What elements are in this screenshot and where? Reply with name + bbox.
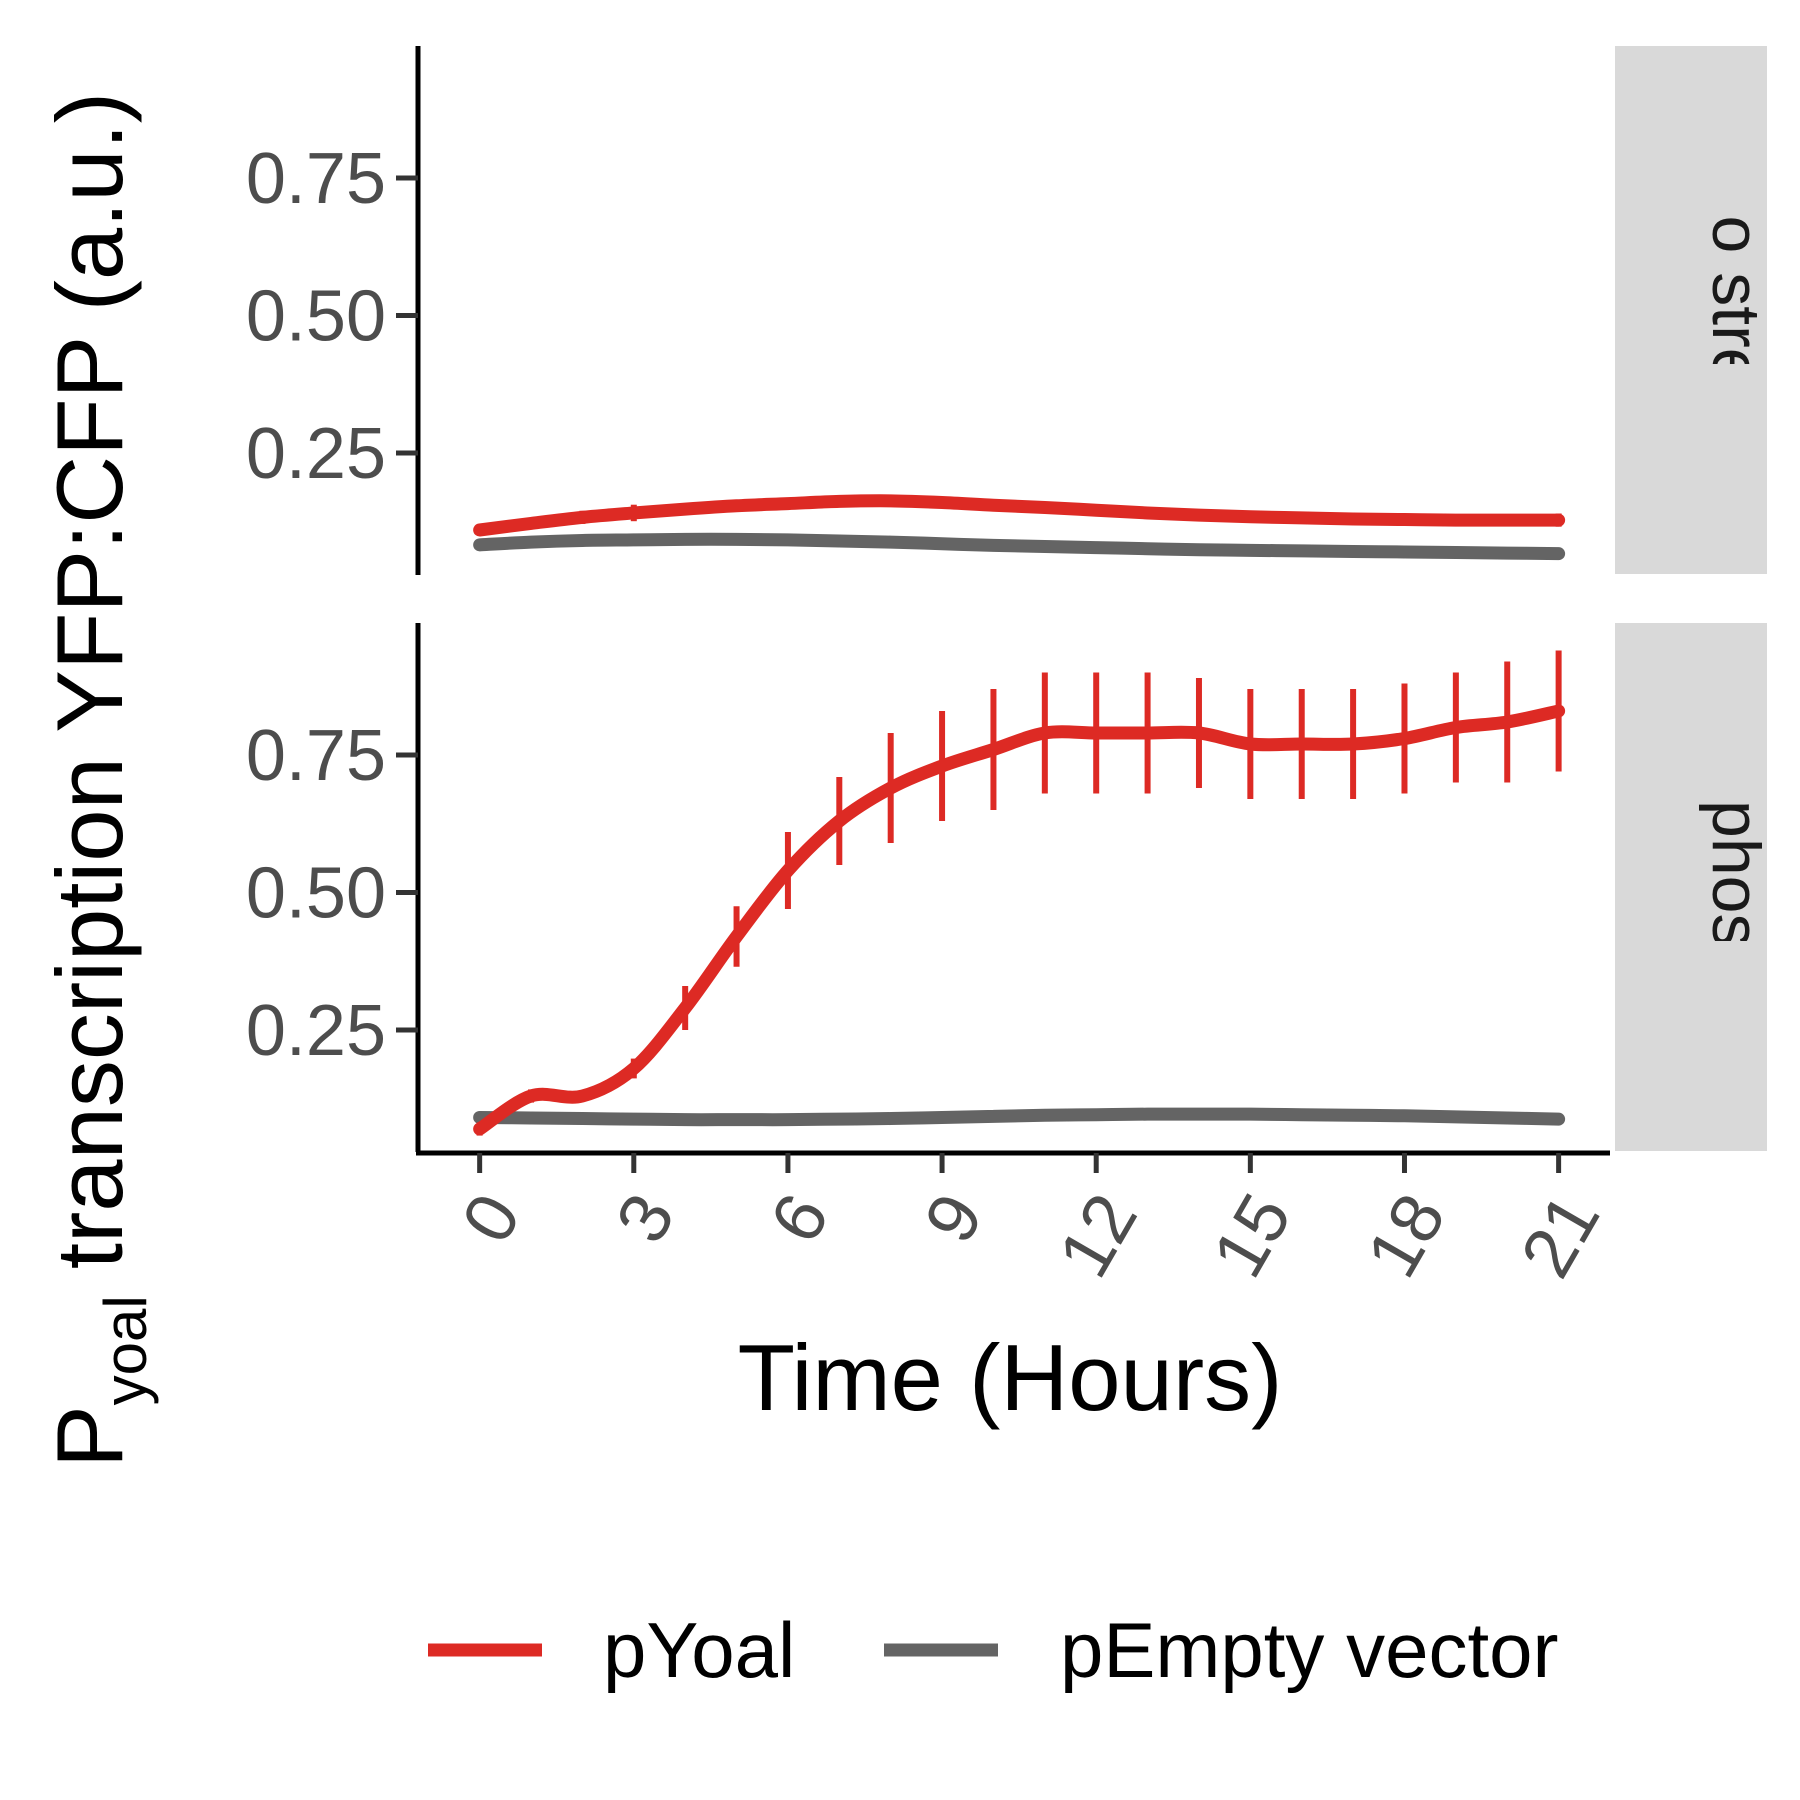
x-tick-label: 3: [601, 1181, 690, 1256]
y-tick-label: 0.50: [246, 277, 386, 357]
panels-layer: 0.25 0.50 0.75 No stress 0.25 0.50 0.75 Low pho…: [246, 46, 1774, 1152]
y-tick-label: 0.25: [246, 414, 386, 494]
x-tick-label: 9: [909, 1181, 998, 1256]
x-tick-label: 0: [447, 1181, 536, 1256]
facet-panel: 0.25 0.50 0.75 Low phosphate: [246, 623, 1774, 1152]
facet-strip-label: No stress: [1698, 166, 1774, 453]
x-tick-label: 15: [1198, 1181, 1307, 1290]
x-axis: 0 3 6 9 12 15 18 21: [416, 1150, 1615, 1290]
y-tick-label: 0.25: [246, 991, 386, 1071]
facet-panel: 0.25 0.50 0.75 No stress: [246, 46, 1774, 575]
series-pempty-vector: [473, 1107, 1566, 1127]
facet-strip: [1615, 46, 1767, 574]
legend-label: pEmpty vector: [1060, 1606, 1559, 1694]
y-axis-title-rest: transcription YFP:CFP (a.u.): [37, 92, 142, 1295]
series-pyoal: [473, 650, 1566, 1136]
x-tick-label: 6: [755, 1181, 844, 1256]
x-tick-label: 18: [1352, 1181, 1461, 1290]
series-pyoal: [473, 494, 1566, 537]
series-line: [473, 1107, 1566, 1127]
legend: pYoal pEmpty vector: [428, 1606, 1559, 1694]
series-line: [473, 704, 1566, 1136]
series-line: [473, 532, 1566, 561]
x-tick-label: 21: [1506, 1181, 1615, 1290]
facet-strip-label: Low phosphate: [1698, 656, 1774, 1117]
series-pempty-vector: [473, 532, 1566, 561]
legend-label: pYoal: [603, 1606, 795, 1694]
y-axis-title: Pyoal transcription YFP:CFP (a.u.): [37, 92, 159, 1468]
facet-strip: [1615, 623, 1767, 1151]
y-axis-title-subscript: yoal: [92, 1295, 159, 1405]
x-axis-title: Time (Hours): [738, 1325, 1283, 1430]
y-axis-title-main: P: [37, 1405, 142, 1468]
y-tick-label: 0.50: [246, 854, 386, 934]
y-tick-label: 0.75: [246, 139, 386, 219]
y-tick-label: 0.75: [246, 716, 386, 796]
series-line: [473, 494, 1566, 537]
x-tick-label: 12: [1044, 1181, 1153, 1290]
